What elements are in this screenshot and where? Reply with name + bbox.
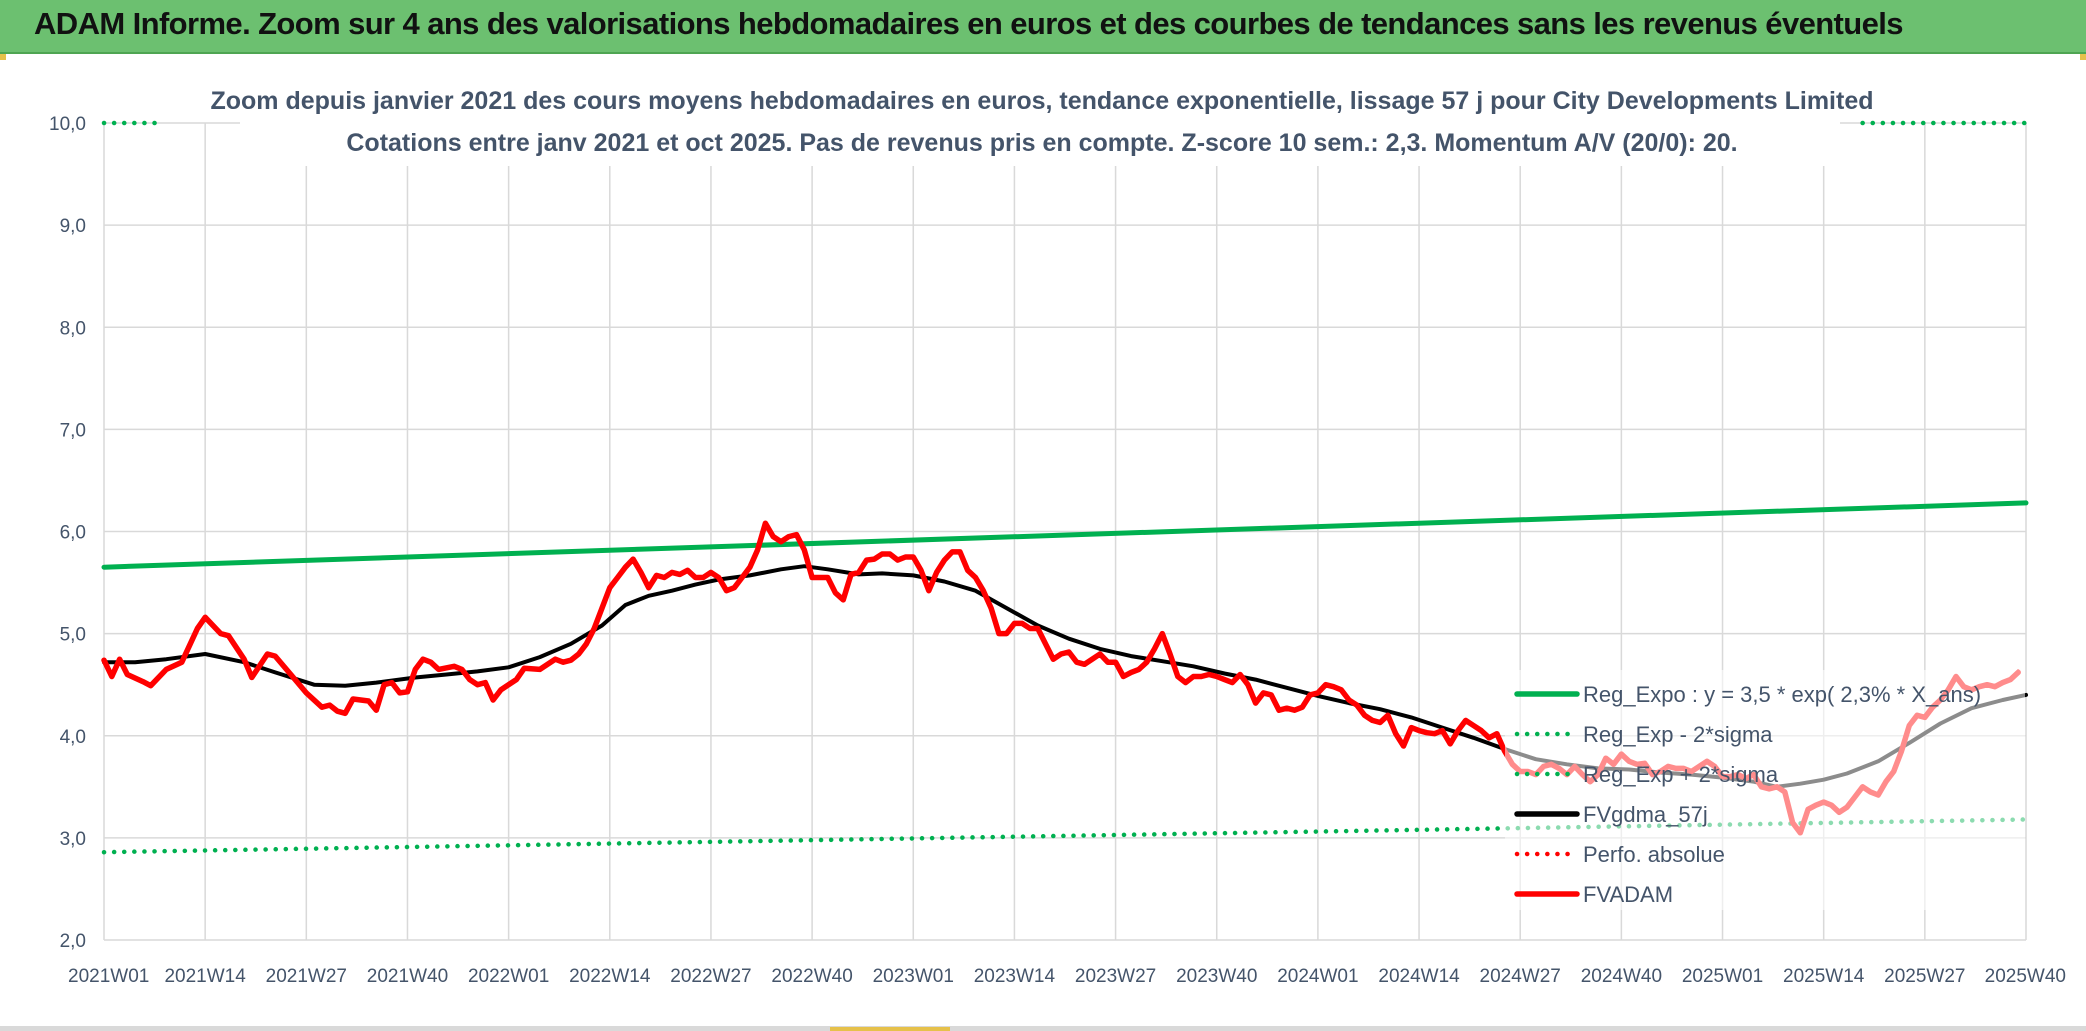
chart-grid (103, 122, 2027, 941)
legend-label: Reg_Exp - 2*sigma (1583, 722, 1773, 747)
x-tick-label: 2023W27 (1075, 966, 1156, 987)
corner-accent-right (2080, 54, 2086, 60)
x-tick-label: 2021W40 (367, 966, 448, 987)
legend-label: Reg_Exp + 2*sigma (1583, 762, 1779, 787)
legend-label: FVgdma_57j (1583, 802, 1708, 827)
x-tick-label: 2021W27 (266, 966, 347, 987)
x-tick-label: 2023W01 (873, 966, 954, 987)
x-tick-label: 2024W01 (1277, 966, 1358, 987)
chart-titles: Zoom depuis janvier 2021 des cours moyen… (210, 76, 1874, 166)
legend-label: FVADAM (1583, 882, 1673, 907)
series-reg-exp-2-sigma (101, 817, 2029, 855)
y-tick-label: 7,0 (60, 420, 86, 441)
y-tick-label: 3,0 (60, 829, 86, 850)
x-tick-label: 2024W40 (1581, 966, 1662, 987)
x-tick-label: 2023W40 (1176, 966, 1257, 987)
x-tick-label: 2022W01 (468, 966, 549, 987)
x-tick-label: 2022W40 (771, 966, 852, 987)
corner-accent-left (0, 54, 6, 60)
bottom-accent (830, 1027, 950, 1031)
x-axis-ticks: 2021W01 2021W14 2021W27 2021W40 2022W01 2022W… (68, 966, 2066, 987)
x-tick-label: 2022W27 (670, 966, 751, 987)
legend-label: Perfo. absolue (1583, 842, 1725, 867)
x-tick-label: 2025W14 (1783, 966, 1865, 987)
x-tick-label: 2021W14 (164, 966, 246, 987)
legend-label: Reg_Expo : y = 3,5 * exp( 2,3% * X_ans) (1583, 682, 1981, 707)
report-title: ADAM Informe. Zoom sur 4 ans des valoris… (34, 6, 1904, 41)
y-tick-label: 6,0 (60, 523, 86, 544)
bottom-border (0, 1026, 2086, 1031)
y-tick-label: 8,0 (60, 318, 86, 339)
x-tick-label: 2021W01 (68, 966, 149, 987)
y-tick-label: 2,0 (60, 931, 86, 952)
y-tick-label: 10,0 (49, 114, 86, 135)
chart-legend: Reg_Expo : y = 3,5 * exp( 2,3% * X_ans) R… (1505, 670, 2025, 910)
y-tick-label: 9,0 (60, 216, 86, 237)
y-tick-label: 4,0 (60, 727, 86, 748)
x-tick-label: 2024W14 (1378, 966, 1460, 987)
chart-subtitle: Cotations entre janv 2021 et oct 2025. P… (346, 129, 1737, 157)
x-tick-label: 2025W27 (1884, 966, 1965, 987)
series-reg-expo-y-3-5-exp-2-3-x-ans (101, 500, 2029, 570)
x-tick-label: 2023W14 (974, 966, 1056, 987)
title-background (240, 76, 1840, 166)
report-banner: ADAM Informe. Zoom sur 4 ans des valoris… (0, 0, 2086, 54)
y-tick-label: 5,0 (60, 625, 86, 646)
x-tick-label: 2024W27 (1480, 966, 1561, 987)
x-tick-label: 2025W40 (1985, 966, 2066, 987)
legend-background (1505, 670, 2025, 910)
y-axis-ticks: 2,0 3,0 4,0 5,0 6,0 7,0 8,0 9,0 10,0 (49, 114, 86, 952)
x-tick-label: 2022W14 (569, 966, 651, 987)
x-tick-label: 2025W01 (1682, 966, 1763, 987)
chart-title: Zoom depuis janvier 2021 des cours moyen… (210, 87, 1873, 115)
